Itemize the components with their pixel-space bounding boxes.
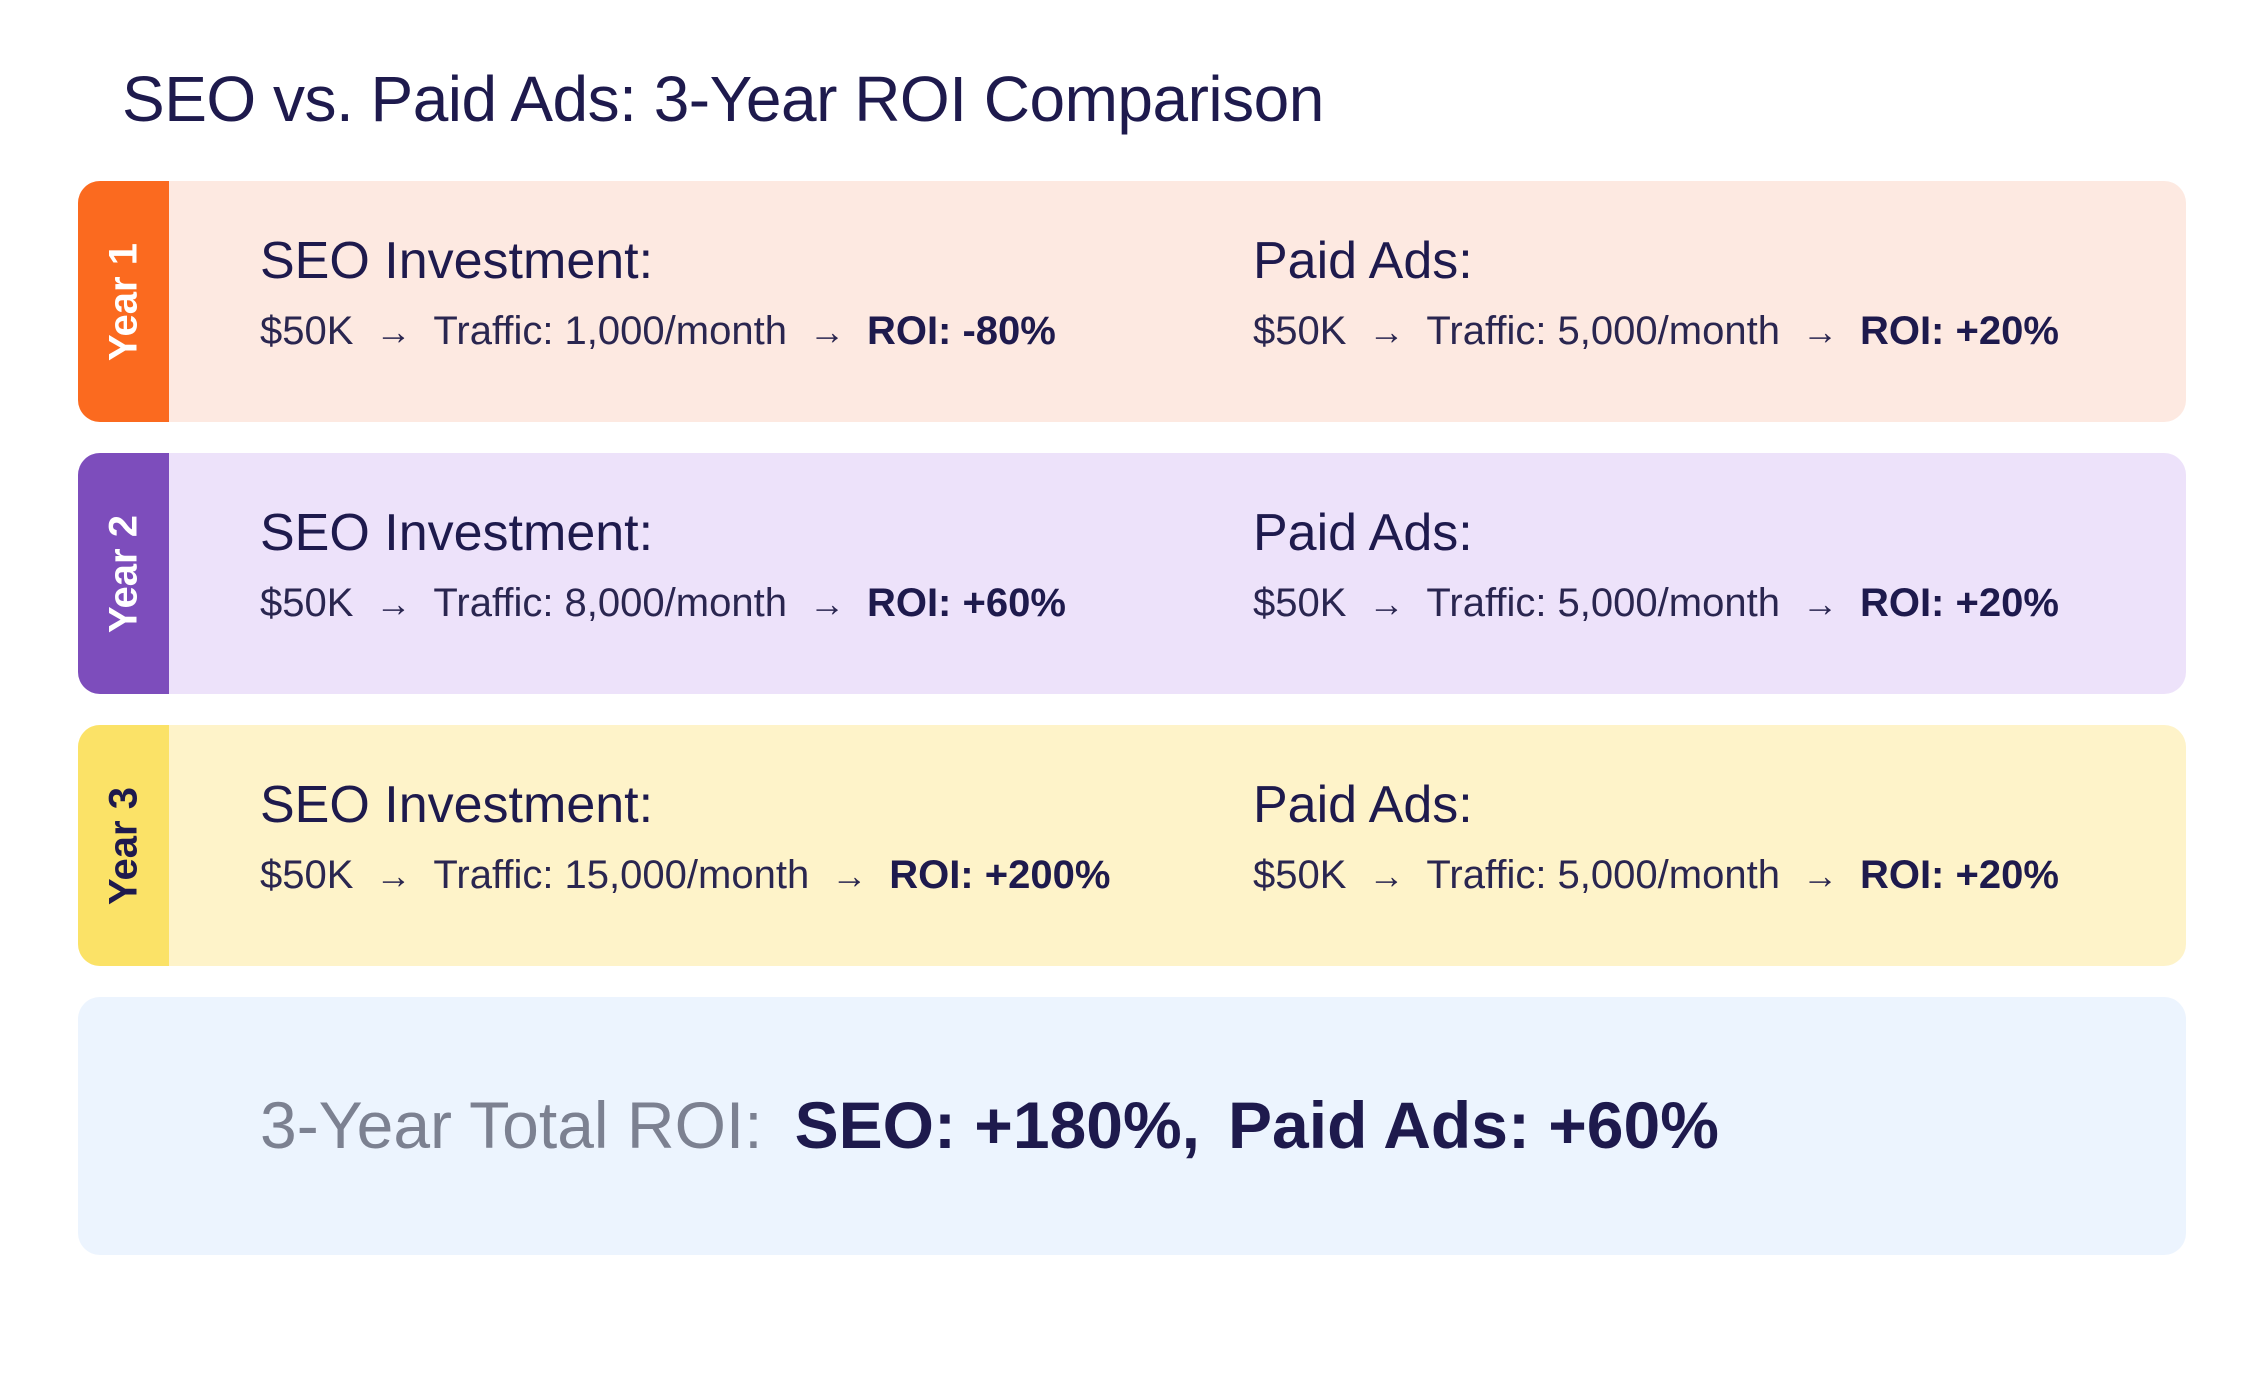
arrow-right-icon: → <box>1801 582 1838 624</box>
seo-heading: SEO Investment: <box>260 232 654 290</box>
seo-investment: $50K <box>260 853 354 897</box>
paid-traffic: Traffic: 5,000/month <box>1426 581 1780 625</box>
seo-investment: $50K <box>260 309 354 353</box>
page-title: SEO vs. Paid Ads: 3-Year ROI Comparison <box>122 63 1324 135</box>
arrow-right-icon: → <box>375 582 412 624</box>
year-2-tab: Year 2 <box>78 453 169 694</box>
paid-roi: ROI: +20% <box>1859 581 2059 625</box>
year-1-label: Year 1 <box>101 242 145 361</box>
year-3-label: Year 3 <box>101 786 145 905</box>
seo-metrics: $50K → Traffic: 1,000/month → ROI: -80% <box>260 309 1056 354</box>
paid-traffic: Traffic: 5,000/month <box>1426 309 1780 353</box>
paid-metrics: $50K → Traffic: 5,000/month → ROI: +20% <box>1253 581 2059 626</box>
arrow-right-icon: → <box>1368 310 1405 352</box>
seo-traffic: Traffic: 8,000/month <box>433 581 787 625</box>
paid-heading: Paid Ads: <box>1253 776 1473 834</box>
summary-text: 3-Year Total ROI: SEO: +180%, Paid Ads: … <box>260 1087 1719 1163</box>
seo-roi: ROI: +60% <box>866 581 1066 625</box>
paid-metrics: $50K → Traffic: 5,000/month → ROI: +20% <box>1253 853 2059 898</box>
seo-traffic: Traffic: 15,000/month <box>433 853 810 897</box>
summary-seo-roi: SEO: +180%, <box>794 1088 1200 1162</box>
paid-heading: Paid Ads: <box>1253 504 1473 562</box>
year-1-card: Year 1 SEO Investment: $50K → Traffic: 1… <box>78 181 2186 422</box>
arrow-right-icon: → <box>375 854 412 896</box>
seo-roi: ROI: +200% <box>889 853 1111 897</box>
seo-traffic: Traffic: 1,000/month <box>433 309 787 353</box>
seo-metrics: $50K → Traffic: 8,000/month → ROI: +60% <box>260 581 1066 626</box>
year-2-label: Year 2 <box>101 514 145 633</box>
paid-roi: ROI: +20% <box>1859 309 2059 353</box>
seo-heading: SEO Investment: <box>260 504 654 562</box>
arrow-right-icon: → <box>1801 310 1838 352</box>
arrow-right-icon: → <box>808 582 845 624</box>
seo-roi: ROI: -80% <box>866 309 1056 353</box>
summary-card: 3-Year Total ROI: SEO: +180%, Paid Ads: … <box>78 997 2186 1255</box>
year-3-card: Year 3 SEO Investment: $50K → Traffic: 1… <box>78 725 2186 966</box>
arrow-right-icon: → <box>375 310 412 352</box>
seo-heading: SEO Investment: <box>260 776 654 834</box>
paid-investment: $50K <box>1253 581 1347 625</box>
seo-investment: $50K <box>260 581 354 625</box>
paid-heading: Paid Ads: <box>1253 232 1473 290</box>
seo-metrics: $50K → Traffic: 15,000/month → ROI: +200… <box>260 853 1110 898</box>
paid-investment: $50K <box>1253 853 1347 897</box>
year-3-tab: Year 3 <box>78 725 169 966</box>
arrow-right-icon: → <box>831 854 868 896</box>
arrow-right-icon: → <box>808 310 845 352</box>
year-2-card: Year 2 SEO Investment: $50K → Traffic: 8… <box>78 453 2186 694</box>
summary-label: 3-Year Total ROI: <box>260 1088 763 1162</box>
year-1-tab: Year 1 <box>78 181 169 422</box>
arrow-right-icon: → <box>1368 582 1405 624</box>
arrow-right-icon: → <box>1368 854 1405 896</box>
paid-metrics: $50K → Traffic: 5,000/month → ROI: +20% <box>1253 309 2059 354</box>
paid-investment: $50K <box>1253 309 1347 353</box>
summary-paid-roi: Paid Ads: +60% <box>1228 1088 1719 1162</box>
paid-traffic: Traffic: 5,000/month <box>1426 853 1780 897</box>
paid-roi: ROI: +20% <box>1859 853 2059 897</box>
arrow-right-icon: → <box>1801 854 1838 896</box>
